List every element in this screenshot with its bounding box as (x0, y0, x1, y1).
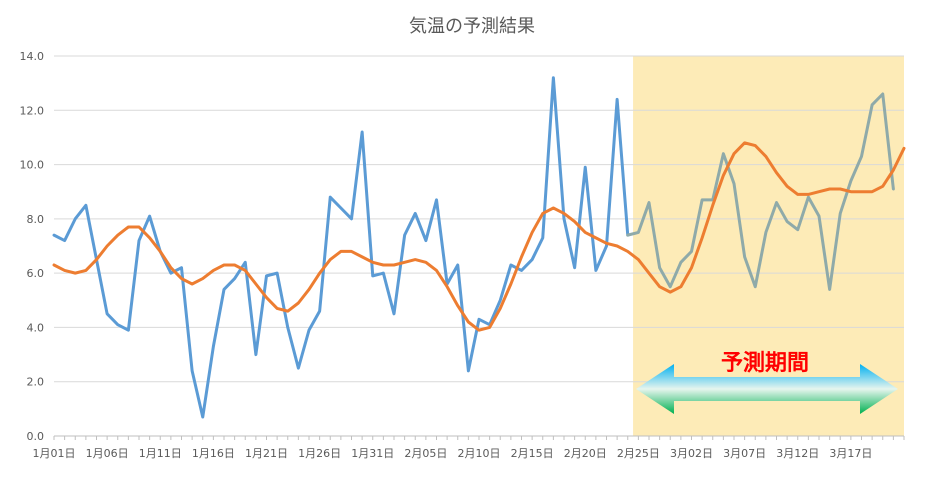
x-tick-label: 3月17日 (829, 447, 872, 460)
y-tick-label: 4.0 (27, 321, 45, 334)
y-tick-label: 0.0 (27, 430, 45, 443)
x-tick-label: 3月07日 (723, 447, 766, 460)
series-line-1 (626, 92, 895, 291)
x-tick-label: 1月16日 (192, 447, 235, 460)
y-tick-label: 8.0 (27, 213, 45, 226)
y-tick-label: 2.0 (27, 376, 45, 389)
x-tick-label: 2月05日 (404, 447, 447, 460)
series-lines (52, 76, 906, 419)
x-tick-label: 1月26日 (298, 447, 341, 460)
chart-title: 気温の予測結果 (409, 16, 535, 37)
y-tick-label: 12.0 (20, 104, 45, 117)
y-tick-label: 14.0 (20, 50, 45, 63)
x-tick-label: 2月15日 (511, 447, 554, 460)
x-tick-label: 1月01日 (33, 447, 76, 460)
x-tick-label: 3月02日 (670, 447, 713, 460)
x-tick-label: 1月21日 (245, 447, 288, 460)
double-arrow-icon (636, 364, 898, 414)
y-axis-tick-labels: 0.0 2.0 4.0 6.0 8.0 10.0 12.0 14.0 (20, 50, 45, 443)
x-tick-label: 2月10日 (458, 447, 501, 460)
y-tick-label: 10.0 (20, 159, 45, 172)
forecast-period-shade (633, 56, 904, 436)
x-tick-label: 1月06日 (86, 447, 129, 460)
forecast-period-arrow (636, 364, 898, 414)
x-tick-label: 3月12日 (776, 447, 819, 460)
x-tick-label: 1月11日 (139, 447, 182, 460)
x-axis: 1月01日 1月06日 1月11日 1月16日 1月21日 1月26日 1月31日 2月05日… (33, 435, 905, 460)
forecast-period-label: 予測期間 (721, 351, 809, 376)
x-tick-label: 1月31日 (351, 447, 394, 460)
series-line-0 (52, 76, 630, 419)
x-tick-label: 2月20日 (564, 447, 607, 460)
y-tick-label: 6.0 (27, 267, 45, 280)
x-tick-label: 2月25日 (617, 447, 660, 460)
series-line-2 (52, 141, 906, 332)
